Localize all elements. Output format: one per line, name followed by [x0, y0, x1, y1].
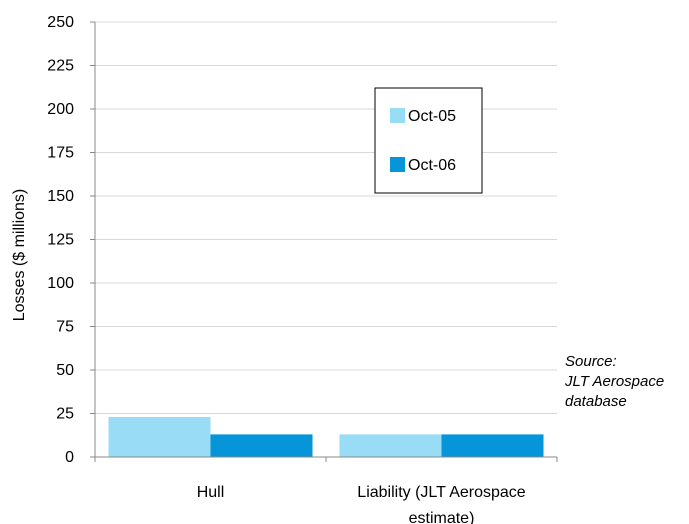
source-line-3: database — [565, 393, 627, 410]
bars — [94, 416, 558, 462]
bar-oct-06-2 — [441, 434, 544, 457]
y-tick-labels: 0 25 50 75 100 125 150 175 200 225 250 — [47, 14, 74, 466]
y-axis-label: Losses ($ millions) — [11, 189, 28, 321]
y-tick-label: 25 — [56, 406, 74, 423]
source-line-2: JLT Aerospace — [565, 373, 665, 390]
legend-label-oct-05: Oct-05 — [408, 108, 456, 125]
legend-box — [374, 87, 483, 194]
gridlines — [90, 21, 557, 458]
y-tick-label: 250 — [47, 14, 74, 31]
y-tick-label: 200 — [47, 101, 74, 118]
y-tick-label: 50 — [56, 362, 74, 379]
x-tick-label: Hull — [197, 484, 225, 501]
y-tick-label: 75 — [56, 319, 74, 336]
y-tick-label: 0 — [65, 449, 74, 466]
bar-oct-05-1 — [108, 416, 211, 457]
source-note: Source: JLT Aerospace database — [565, 352, 664, 412]
x-tick-label: estimate) — [409, 510, 475, 524]
y-tick-label: 150 — [47, 188, 74, 205]
legend-swatch-oct-06 — [390, 157, 405, 172]
y-tick-label: 175 — [47, 145, 74, 162]
y-tick-label: 225 — [47, 58, 74, 75]
x-tick-labels: Hull Liability (JLT Aerospace estimate) — [197, 484, 526, 524]
y-tick-label: 100 — [47, 275, 74, 292]
legend: Oct-05 Oct-06 — [374, 87, 483, 194]
bar-oct-05-2 — [339, 434, 442, 457]
bar-oct-06-1 — [210, 434, 313, 457]
y-tick-label: 125 — [47, 232, 74, 249]
legend-label-oct-06: Oct-06 — [408, 157, 456, 174]
source-line-1: Source: — [565, 353, 617, 370]
x-tick-label: Liability (JLT Aerospace — [357, 484, 525, 501]
legend-swatch-oct-05 — [390, 108, 405, 123]
axes — [94, 22, 557, 458]
